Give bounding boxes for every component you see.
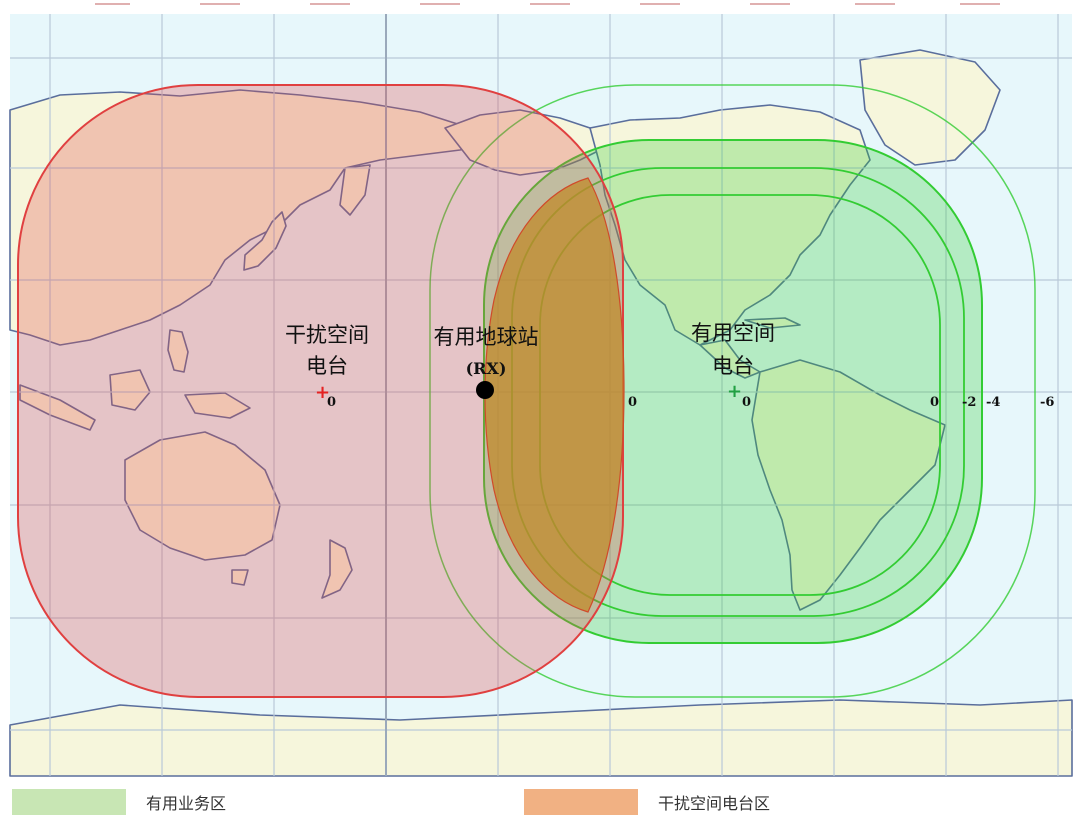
north-america: [589, 104, 871, 346]
legend-label-wanted: 有用业务区: [146, 794, 227, 813]
earth-station-title: 有用地球站: [434, 325, 539, 349]
wanted-contour-label: -2: [962, 395, 976, 410]
graticule: [10, 14, 1072, 776]
overlap-zone: [484, 177, 625, 613]
wanted-contour-label: 0: [628, 395, 637, 410]
antarctica: [9, 699, 1073, 777]
wanted-contour-label: -6: [1040, 395, 1054, 410]
wanted-contour-labels: 0 0 0 -2 -4 -6: [628, 395, 1054, 410]
legend-wanted-service-area: 有用业务区: [12, 789, 226, 815]
interfering-station-marker: +: [315, 382, 330, 403]
wanted-contour-label: 0: [742, 395, 751, 410]
legend-interfering-station-area: 干扰空间电台区: [524, 789, 770, 815]
new-zealand: [321, 539, 353, 599]
earth-station-code: (RX): [466, 359, 507, 378]
philippines: [167, 329, 189, 373]
legend-label-interfering: 干扰空间电台区: [658, 794, 771, 813]
wanted-station-title-line2: 电台: [712, 354, 754, 378]
legend-swatch-interfering: [524, 789, 638, 815]
australia: [124, 431, 281, 561]
south-america: [751, 359, 946, 611]
coverage-map: + 干扰空间 电台 0 有用地球站 (RX) + 有用空间 电台 0 0 0 -…: [9, 3, 1073, 777]
asia-landmass: [9, 89, 501, 346]
wanted-station-title-line1: 有用空间: [691, 321, 775, 345]
tasmania: [231, 569, 249, 586]
wanted-contour-label: -4: [986, 395, 1000, 410]
wanted-contour-outer: [429, 84, 1036, 698]
earth-station-icon: [476, 381, 494, 399]
interfering-contour-label-0: 0: [327, 395, 336, 410]
legend-swatch-wanted: [12, 789, 126, 815]
new-guinea: [184, 392, 251, 419]
indonesia-west: [19, 384, 96, 431]
japan: [243, 211, 287, 271]
land-masses: [9, 49, 1073, 777]
interfering-station-title-line2: 电台: [306, 354, 348, 378]
wanted-station-marker: +: [727, 381, 742, 402]
borneo: [109, 369, 151, 411]
caribbean-islands: [744, 317, 801, 329]
kamchatka: [339, 164, 371, 216]
wanted-contour-label: 0: [930, 395, 939, 410]
interfering-station-title-line1: 干扰空间: [285, 323, 369, 347]
